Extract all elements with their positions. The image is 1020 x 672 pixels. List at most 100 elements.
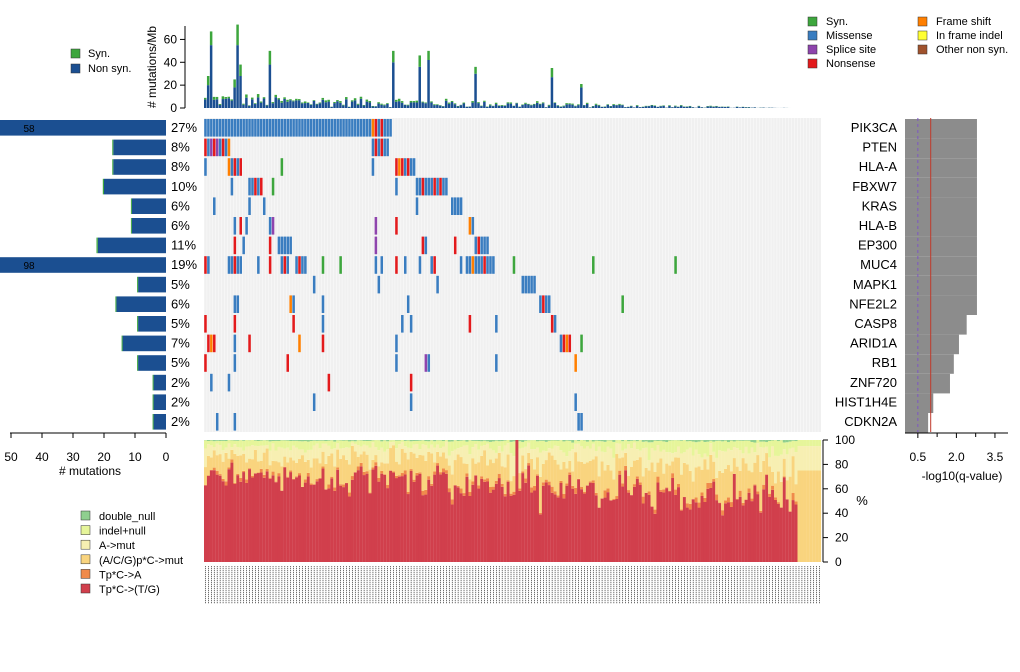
cell-missense — [245, 217, 248, 235]
signature-segment — [765, 453, 769, 475]
cell-missense — [445, 177, 448, 196]
top-bar-nonsyn — [236, 45, 239, 108]
signature-segment — [759, 510, 763, 513]
signature-segment — [447, 465, 451, 489]
signature-segment — [380, 473, 384, 562]
cell-missense — [254, 119, 257, 137]
signature-segment — [292, 479, 296, 562]
signature-segment — [694, 497, 698, 503]
top-bar-nonsyn — [735, 106, 739, 108]
top-bar-nonsyn — [641, 106, 645, 108]
signature-segment — [362, 444, 366, 452]
signature-segment — [621, 457, 625, 484]
signature-segment — [653, 509, 657, 514]
signature-segment — [209, 445, 213, 458]
signature-segment — [647, 459, 651, 471]
signature-segment — [503, 440, 507, 446]
cell-frameshift — [210, 334, 213, 353]
signature-segment — [556, 440, 560, 441]
signature-segment — [441, 452, 446, 469]
top-bar-nonsyn — [397, 101, 401, 108]
top-bar-nonsyn — [239, 76, 242, 108]
signature-segment — [283, 440, 287, 449]
right-bar — [905, 177, 977, 198]
signature-segment — [759, 447, 763, 472]
signature-segment — [447, 488, 451, 493]
bottom-stacked-bars — [204, 440, 822, 562]
top-tick-label: 40 — [164, 55, 178, 69]
signature-segment — [571, 471, 575, 486]
signature-segment — [603, 441, 607, 453]
cell-nonsense — [380, 138, 384, 157]
signature-segment — [224, 440, 228, 442]
signature-segment — [653, 440, 657, 441]
top-bar-syn — [430, 101, 433, 103]
signature-segment — [462, 445, 466, 464]
signature-segment — [333, 490, 337, 562]
signature-segment — [547, 448, 551, 453]
signature-segment — [621, 440, 625, 442]
top-bar-nonsyn — [477, 103, 480, 108]
top-bar-nonsyn — [295, 100, 298, 108]
top-bar-syn — [524, 102, 527, 104]
signature-segment — [286, 440, 290, 441]
signature-segment — [571, 485, 575, 489]
signature-segment — [694, 467, 698, 498]
signature-segment — [550, 455, 554, 487]
signature-segment — [732, 441, 736, 448]
signature-segment — [744, 499, 748, 500]
signature-segment — [471, 440, 475, 448]
top-bar-nonsyn — [371, 106, 374, 108]
top-bar-syn — [280, 100, 283, 103]
signature-segment — [524, 446, 528, 470]
top-bar-nonsyn — [441, 106, 445, 108]
top-bar-nonsyn — [468, 106, 471, 108]
signature-segment — [306, 472, 310, 477]
signature-segment — [283, 448, 287, 457]
signature-segment — [230, 462, 234, 562]
cell-missense — [307, 119, 310, 137]
signature-segment — [735, 498, 739, 500]
signature-segment — [544, 460, 548, 480]
top-bar-syn — [565, 103, 568, 105]
signature-segment — [239, 440, 243, 448]
signature-segment — [365, 441, 369, 446]
signature-segment — [289, 472, 293, 562]
signature-segment — [630, 495, 634, 562]
signature-segment — [791, 493, 795, 501]
top-bar-syn — [571, 103, 574, 105]
top-bar-nonsyn — [718, 106, 721, 108]
cell-missense — [257, 119, 260, 137]
top-bar-syn — [606, 104, 610, 105]
top-bar-nonsyn — [494, 104, 498, 108]
top-bar-nonsyn — [377, 103, 380, 108]
signature-segment — [486, 443, 490, 466]
signature-segment — [659, 451, 663, 459]
signature-segment — [530, 487, 534, 493]
signature-segment — [671, 473, 675, 478]
signature-segment — [324, 443, 328, 464]
signature-segment — [336, 469, 340, 562]
cell-missense — [236, 295, 240, 313]
left-bar-syn — [137, 355, 139, 371]
signature-segment — [283, 467, 287, 562]
cell-syn — [512, 256, 516, 274]
top-bar-syn — [453, 103, 457, 105]
signature-segment — [682, 440, 686, 453]
signature-segment — [647, 470, 651, 492]
signature-segment — [641, 441, 645, 449]
signature-segment — [762, 460, 766, 485]
signature-segment — [630, 448, 634, 467]
top-bar-syn — [424, 102, 427, 104]
signature-segment — [500, 483, 504, 487]
signature-segment — [638, 484, 642, 562]
left-bar-syn — [152, 414, 154, 430]
signature-segment — [450, 504, 454, 562]
top-bar-nonsyn — [627, 106, 630, 108]
signature-segment — [718, 440, 722, 441]
signature-segment — [533, 469, 537, 486]
signature-segment — [436, 451, 440, 464]
signature-segment — [248, 458, 252, 469]
